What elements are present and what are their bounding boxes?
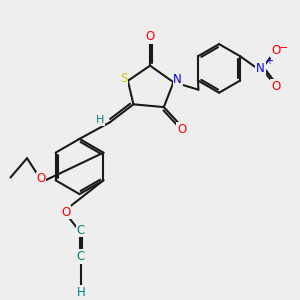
Text: O: O bbox=[177, 123, 186, 136]
Text: H: H bbox=[76, 286, 85, 299]
Text: −: − bbox=[279, 44, 288, 53]
Text: N: N bbox=[256, 62, 265, 75]
Text: S: S bbox=[120, 72, 127, 85]
Text: O: O bbox=[271, 80, 280, 93]
Text: O: O bbox=[271, 44, 280, 57]
Text: O: O bbox=[61, 206, 70, 219]
Text: +: + bbox=[265, 56, 273, 66]
Text: C: C bbox=[77, 250, 85, 263]
Text: H: H bbox=[96, 115, 104, 125]
Text: N: N bbox=[173, 74, 182, 86]
Text: O: O bbox=[36, 172, 46, 185]
Text: O: O bbox=[146, 30, 154, 43]
Text: C: C bbox=[77, 224, 85, 236]
